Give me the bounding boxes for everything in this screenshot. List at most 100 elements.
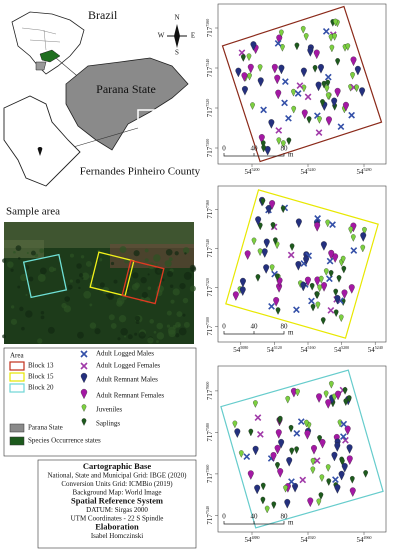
coord-main: 54 [368, 346, 376, 354]
marker [276, 34, 283, 45]
marker [329, 44, 335, 53]
marker [271, 501, 277, 510]
x-coord-label: 544960 [357, 535, 372, 544]
coord-main: 717 [206, 286, 214, 297]
marker [354, 65, 361, 76]
marker [241, 86, 248, 96]
coord-sup: 7300 [205, 317, 210, 325]
legend-label: Adult Remnant Females [96, 392, 164, 400]
coord-sup: 7600 [205, 382, 210, 390]
marker [271, 63, 278, 74]
y-coord-label: 7177560 [205, 465, 214, 484]
legend-label: Block 20 [28, 384, 54, 392]
marker [260, 496, 266, 505]
scale-label: 80 [281, 323, 289, 331]
legend-label: Adult Logged Males [96, 350, 154, 358]
x-coord-label: 545080 [233, 345, 248, 354]
y-coord-label: 7177540 [205, 59, 214, 78]
marker [360, 244, 366, 253]
marker [342, 387, 348, 395]
marker [348, 226, 354, 235]
county-box [137, 109, 159, 129]
coord-main: 717 [206, 389, 214, 400]
marker [238, 450, 244, 458]
marker [269, 264, 275, 272]
marker [275, 462, 280, 470]
plot-area [220, 369, 384, 529]
marker [350, 247, 358, 254]
legend-label: Species Occurrence states [28, 437, 101, 445]
block-outline [225, 189, 379, 339]
marker [289, 447, 295, 456]
marker [261, 248, 268, 258]
marker [299, 476, 307, 484]
credits-line: Isabel Homczinski [91, 532, 143, 540]
marker [325, 92, 331, 101]
y-coord-label: 7177320 [205, 278, 214, 297]
marker [232, 291, 239, 301]
marker [293, 429, 301, 437]
marker [247, 72, 252, 81]
legend-label: Saplings [96, 420, 120, 428]
marker [292, 483, 299, 493]
y-coord-label: 7177520 [205, 99, 214, 118]
marker [247, 63, 254, 74]
marker [340, 433, 347, 440]
marker [239, 277, 246, 288]
coord-sup: 5240 [308, 167, 316, 172]
marker [307, 497, 314, 508]
marker [234, 428, 241, 438]
coord-sup: 5200 [341, 345, 349, 350]
marker [261, 144, 266, 153]
marker [269, 200, 276, 210]
marker [295, 261, 302, 271]
marker [279, 29, 284, 38]
marker [295, 218, 302, 229]
marker [315, 129, 323, 137]
marker [257, 77, 264, 87]
marker [324, 73, 332, 81]
marker [289, 243, 295, 252]
marker [280, 44, 285, 52]
coord-sup: 7560 [205, 465, 210, 473]
coord-main: 717 [206, 26, 214, 37]
county-map [3, 95, 81, 187]
credits-line: Background Map: World Image [73, 489, 162, 497]
marker [253, 400, 258, 408]
legend-label: Adult Logged Females [96, 362, 160, 370]
marker [268, 119, 275, 129]
marker [274, 273, 280, 282]
credits-heading: Elaboration [95, 521, 139, 531]
marker [304, 93, 312, 101]
marker [285, 114, 292, 122]
marker [80, 362, 88, 370]
legend-label: Block 13 [28, 362, 54, 370]
sample-area-title: Sample area [6, 206, 60, 218]
coord-sup: 7540 [205, 59, 210, 67]
coord-main: 717 [206, 325, 214, 336]
y-coord-label: 7177560 [205, 19, 214, 38]
marker [309, 282, 315, 291]
marker [310, 457, 316, 466]
marker [291, 88, 296, 97]
marker [346, 455, 353, 465]
marker [257, 222, 263, 231]
marker [335, 58, 340, 66]
credits-line: DATUM: Sirgas 2000 [86, 506, 148, 514]
compass-n: N [174, 14, 179, 22]
y-coord-label: 7177500 [205, 139, 214, 158]
marker [264, 505, 270, 514]
marker [277, 468, 284, 478]
scale-unit: m [288, 329, 294, 337]
x-coord-label: 544920 [301, 535, 316, 544]
marker [341, 289, 348, 300]
marker [323, 390, 329, 399]
marker [285, 395, 291, 404]
plot-area [221, 5, 383, 163]
marker [318, 64, 324, 74]
marker [326, 478, 332, 486]
block-outline [220, 369, 384, 529]
state-label: Parana State [96, 82, 156, 96]
marker [329, 380, 334, 389]
